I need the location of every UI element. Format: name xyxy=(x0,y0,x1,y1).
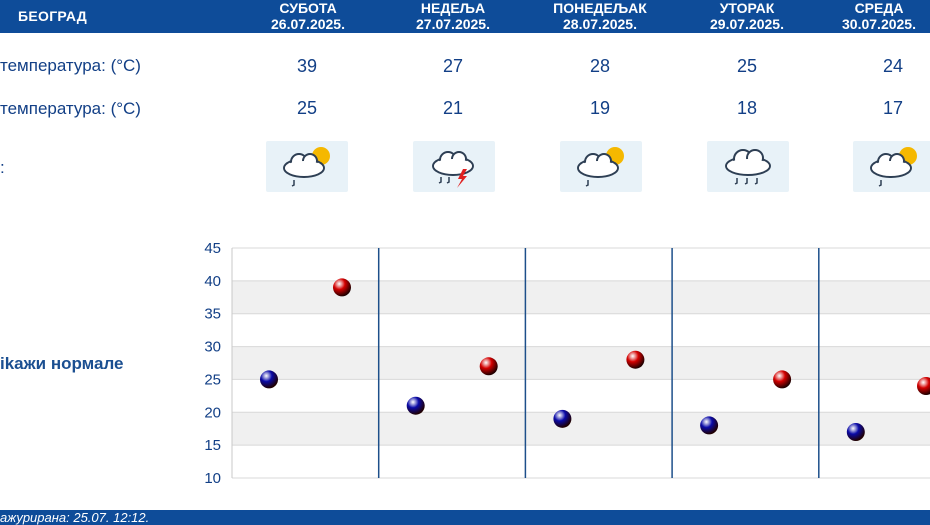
max-temp-point xyxy=(917,377,930,395)
update-time: ажурирана: 25.07. 12:12. xyxy=(0,510,150,525)
footer-bar: ажурирана: 25.07. 12:12. xyxy=(0,510,930,525)
day-name: СРЕДА xyxy=(854,0,904,16)
day-name: СУБОТА xyxy=(279,0,337,16)
day-date: 29.07.2025. xyxy=(710,16,784,32)
min-temp-point xyxy=(846,423,865,441)
y-tick-label: 10 xyxy=(204,470,221,487)
min-temp-value: 17 xyxy=(882,98,904,118)
y-tick-label: 20 xyxy=(204,404,221,421)
max-temp-value: 27 xyxy=(442,56,464,76)
day-header-1: СУБОТА 26.07.2025. xyxy=(238,0,378,32)
thunderstorm-icon xyxy=(413,141,495,192)
min-temp-value: 25 xyxy=(296,98,318,118)
day-header-4: УТОРАК 29.07.2025. xyxy=(677,0,817,32)
min-temp-label: температура: (°C) xyxy=(0,99,141,118)
partly-cloudy-rain-icon xyxy=(266,141,348,192)
max-temp-point xyxy=(626,350,645,369)
city-name: БЕОГРАД xyxy=(18,8,88,24)
day-header-2: НЕДЕЉА 27.07.2025. xyxy=(383,0,523,32)
day-date: 28.07.2025. xyxy=(563,16,637,32)
min-temp-point xyxy=(260,370,278,389)
grid-band xyxy=(232,412,930,446)
max-temp-value: 25 xyxy=(736,56,758,76)
min-temp-point xyxy=(553,409,572,428)
y-tick-label: 15 xyxy=(204,437,221,454)
day-name: УТОРАК xyxy=(719,0,775,16)
y-tick-label: 35 xyxy=(204,306,221,323)
y-tick-label: 45 xyxy=(204,240,221,257)
rain-cloud-icon xyxy=(707,141,789,192)
min-temp-point xyxy=(406,396,425,415)
day-name: НЕДЕЉА xyxy=(420,0,486,16)
partly-cloudy-rain-icon xyxy=(560,141,642,192)
min-temp-value: 19 xyxy=(589,98,611,118)
y-tick-label: 40 xyxy=(204,273,221,290)
y-tick-label: 25 xyxy=(204,371,221,388)
max-temp-value: 24 xyxy=(882,56,904,76)
day-header-5: СРЕДА 30.07.2025. xyxy=(820,0,930,32)
day-date: 26.07.2025. xyxy=(271,16,345,32)
min-temp-value: 18 xyxy=(736,98,758,118)
partly-cloudy-rain-icon xyxy=(853,141,930,192)
max-temp-point xyxy=(773,370,792,389)
weather-label: : xyxy=(0,158,5,177)
day-date: 30.07.2025. xyxy=(842,16,916,32)
show-normals-link[interactable]: ikажи нормале xyxy=(0,354,124,373)
day-header-3: ПОНЕДЕЉАК 28.07.2025. xyxy=(530,0,670,32)
max-temp-label: температура: (°C) xyxy=(0,56,141,75)
max-temp-point xyxy=(333,278,351,297)
min-temp-point xyxy=(700,416,719,435)
temperature-chart: 10 15 20 25 30 35 40 45 xyxy=(204,240,930,487)
day-date: 27.07.2025. xyxy=(416,16,490,32)
max-temp-value: 28 xyxy=(589,56,611,76)
max-temp-value: 39 xyxy=(296,56,318,76)
grid-band xyxy=(232,346,930,380)
forecast-header: БЕОГРАД СУБОТА 26.07.2025. НЕДЕЉА 27.07.… xyxy=(0,0,930,33)
y-tick-label: 30 xyxy=(204,339,221,356)
max-temp-point xyxy=(479,357,498,376)
min-temp-value: 21 xyxy=(442,98,464,118)
day-name: ПОНЕДЕЉАК xyxy=(553,0,647,16)
